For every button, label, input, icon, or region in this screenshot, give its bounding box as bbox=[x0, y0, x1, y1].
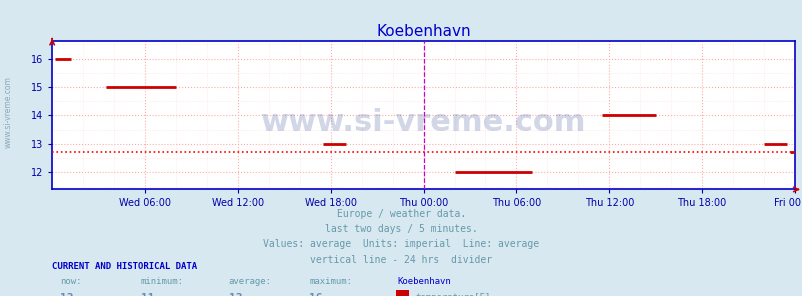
Text: CURRENT AND HISTORICAL DATA: CURRENT AND HISTORICAL DATA bbox=[52, 262, 197, 271]
Text: vertical line - 24 hrs  divider: vertical line - 24 hrs divider bbox=[310, 255, 492, 265]
Text: now:: now: bbox=[60, 277, 82, 286]
Text: temperature[F]: temperature[F] bbox=[415, 293, 490, 296]
Text: 16: 16 bbox=[309, 293, 322, 296]
Text: 13: 13 bbox=[60, 293, 74, 296]
Text: minimum:: minimum: bbox=[140, 277, 184, 286]
Text: 11: 11 bbox=[140, 293, 154, 296]
Text: average:: average: bbox=[229, 277, 272, 286]
Text: Values: average  Units: imperial  Line: average: Values: average Units: imperial Line: av… bbox=[263, 239, 539, 250]
Text: www.si-vreme.com: www.si-vreme.com bbox=[261, 108, 585, 137]
Text: 13: 13 bbox=[229, 293, 242, 296]
Text: Koebenhavn: Koebenhavn bbox=[397, 277, 451, 286]
Text: maximum:: maximum: bbox=[309, 277, 352, 286]
Text: Europe / weather data.: Europe / weather data. bbox=[337, 209, 465, 219]
Text: www.si-vreme.com: www.si-vreme.com bbox=[3, 77, 13, 148]
Text: last two days / 5 minutes.: last two days / 5 minutes. bbox=[325, 224, 477, 234]
Title: Koebenhavn: Koebenhavn bbox=[376, 24, 470, 39]
